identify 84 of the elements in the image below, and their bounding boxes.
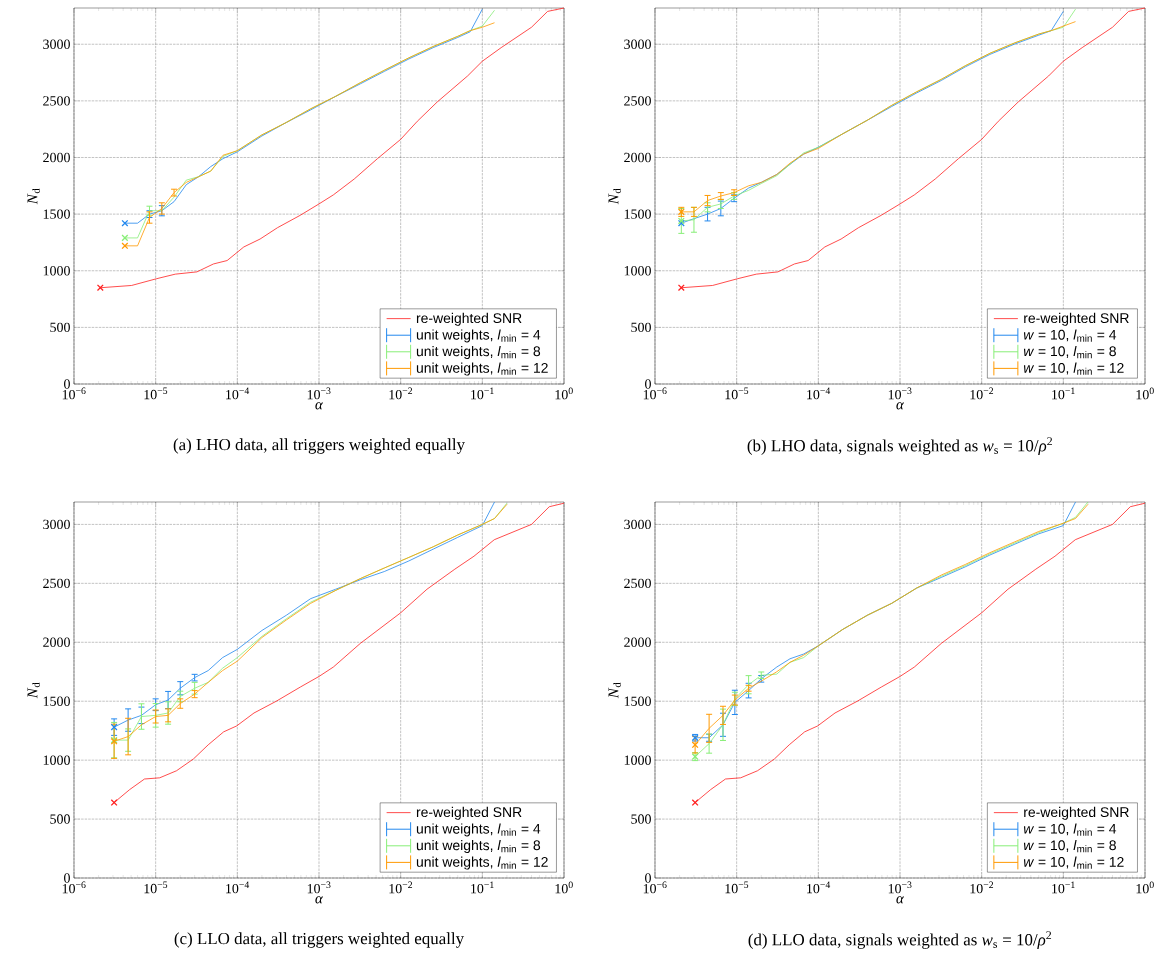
legend-label: unit weights, l$_{min}$ = 8	[416, 840, 541, 853]
y-tick-label: 1500	[624, 209, 651, 219]
x-tick-label: 10$^{−3}$	[888, 881, 912, 894]
legend-label: w = 10, l$_{min}$ = 4	[1023, 329, 1117, 342]
legend-label: unit weights, l$_{min}$ = 8	[416, 345, 541, 359]
y-tick-label: 2500	[43, 96, 70, 106]
y-tick-label: 2500	[624, 578, 651, 589]
y-tick-label: 1000	[43, 266, 70, 276]
y-tick-label: 0	[645, 379, 651, 389]
x-tick-label: 10$^{−2}$	[970, 387, 994, 400]
legend-label: re-weighted SNR	[416, 806, 522, 820]
y-tick-label: 0	[64, 873, 70, 883]
x-tick-label: 10$^{−3}$	[888, 387, 912, 400]
x-tick-label: 10$^{−5}$	[144, 387, 168, 400]
legend-label: unit weights, l$_{min}$ = 12	[416, 856, 548, 870]
x-tick-label: 10$^{−4}$	[226, 387, 250, 400]
x-tick-label: 10$^{−6}$	[62, 881, 86, 894]
x-tick-label: 10$^{−3}$	[307, 387, 331, 400]
y-tick-label: 500	[631, 814, 651, 824]
x-tick-label: 10$^{−3}$	[307, 881, 331, 894]
text: (b) LHO data, signals weighted as w$_{s}$ = 10/ρ$^{2}$	[747, 437, 1052, 455]
y-tick-label: 500	[631, 322, 651, 333]
x-tick-label: 10$^{−5}$	[725, 881, 749, 894]
x-tick-label: 10$^{−2}$	[970, 881, 994, 894]
x-tick-label: 10$^{−4}$	[807, 881, 831, 894]
y-tick-label: 0	[64, 379, 70, 389]
text: (c) LLO data, all triggers weighted equally	[174, 932, 465, 948]
x-axis-title: α	[896, 402, 905, 410]
y-tick-label: 1000	[43, 755, 70, 765]
legend-label: unit weights, l$_{min}$ = 4	[416, 823, 541, 837]
y-tick-label: 2000	[624, 152, 651, 163]
x-tick-label: 10$^{0}$	[555, 387, 573, 400]
legend-label: unit weights, l$_{min}$ = 12	[416, 362, 548, 376]
x-tick-label: 10$^{−1}$	[471, 881, 494, 894]
x-axis-title: α	[896, 896, 905, 904]
x-tick-label: 10$^{−4}$	[807, 387, 831, 400]
legend-label: re-weighted SNR	[1024, 312, 1129, 326]
y-axis-title: N$_{d}$	[608, 188, 621, 205]
x-tick-label: 10$^{−1}$	[1052, 881, 1075, 894]
y-tick-label: 1500	[43, 209, 70, 219]
text: (a) LHO data, all triggers weighted equally	[173, 438, 465, 454]
y-tick-label: 1000	[624, 755, 651, 765]
x-tick-label: 10$^{0}$	[1136, 881, 1154, 894]
legend-label: w = 10, l$_{min}$ = 12	[1023, 362, 1124, 375]
x-tick-label: 10$^{−4}$	[226, 881, 250, 894]
x-tick-label: 10$^{−5}$	[144, 881, 168, 894]
legend-label: w = 10, l$_{min}$ = 8	[1023, 345, 1116, 359]
y-tick-label: 2500	[43, 578, 70, 589]
y-tick-label: 1000	[624, 266, 651, 276]
x-tick-label: 10$^{−2}$	[389, 881, 413, 894]
legend-label: unit weights, l$_{min}$ = 4	[416, 329, 541, 343]
y-tick-label: 500	[50, 322, 70, 333]
legend-label: w = 10, l$_{min}$ = 8	[1023, 840, 1116, 853]
x-tick-label: 10$^{−1}$	[1052, 387, 1075, 400]
text: (d) LLO data, signals weighted as w$_{s}$ = 10/ρ$^{2}$	[748, 931, 1052, 949]
x-tick-label: 10$^{0}$	[555, 881, 573, 894]
y-axis-title: N$_{d}$	[27, 188, 40, 205]
legend-label: re-weighted SNR	[416, 312, 522, 326]
y-tick-label: 2000	[43, 637, 70, 647]
x-axis-title: α	[315, 896, 324, 904]
y-tick-label: 500	[50, 814, 70, 824]
y-tick-label: 1500	[43, 696, 70, 706]
y-tick-label: 3000	[43, 519, 70, 530]
legend-label: w = 10, l$_{min}$ = 4	[1023, 823, 1117, 836]
y-tick-label: 2000	[624, 637, 651, 647]
x-tick-label: 10$^{−1}$	[471, 387, 494, 400]
y-tick-label: 1500	[624, 696, 651, 706]
x-tick-label: 10$^{−6}$	[62, 387, 86, 400]
y-tick-label: 3000	[624, 39, 651, 49]
y-tick-label: 3000	[624, 519, 651, 530]
x-tick-label: 10$^{−2}$	[389, 387, 413, 400]
x-tick-label: 10$^{−6}$	[643, 881, 667, 894]
x-tick-label: 10$^{0}$	[1136, 387, 1154, 400]
x-tick-label: 10$^{−5}$	[725, 387, 749, 400]
y-tick-label: 2500	[624, 96, 651, 106]
y-axis-title: N$_{d}$	[608, 682, 621, 699]
x-tick-label: 10$^{−6}$	[643, 387, 667, 400]
y-tick-label: 0	[645, 873, 651, 883]
y-tick-label: 2000	[43, 152, 70, 163]
y-tick-label: 3000	[43, 39, 70, 49]
x-axis-title: α	[315, 402, 324, 410]
y-axis-title: N$_{d}$	[27, 682, 40, 699]
legend-label: re-weighted SNR	[1024, 806, 1129, 820]
legend-label: w = 10, l$_{min}$ = 12	[1023, 856, 1124, 869]
